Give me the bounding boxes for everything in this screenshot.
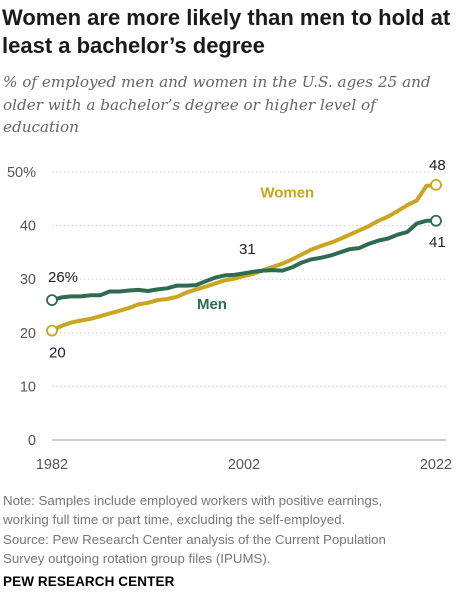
series-label-men: Men [197,296,227,313]
data-labels: Women Men 26% 20 31 48 41 [48,157,446,362]
x-tick-label: 1982 [36,457,68,473]
y-tick-label: 0 [28,433,36,449]
y-tick-label: 20 [20,326,36,342]
brand-logo-text: PEW RESEARCH CENTER [3,574,175,589]
data-label: 31 [239,241,256,258]
endpoint-marker [46,294,58,307]
series-lines [46,178,442,337]
endpoint-marker [46,324,58,337]
x-tick-label: 2002 [228,457,260,473]
note-line: working full time or part time, excludin… [3,512,346,528]
series-label-women: Women [260,185,314,202]
data-label: 48 [429,157,446,174]
y-tick-label: 50% [7,165,36,181]
endpoint-marker [430,178,442,191]
gridlines [52,171,446,441]
chart-subtitle: % of employed men and women in the U.S. … [3,73,431,136]
data-label: 26% [48,269,78,286]
source-line: Source: Pew Research Center analysis of … [3,531,386,547]
x-axis-ticks: 1982 2002 2022 [36,457,452,473]
y-tick-label: 30 [20,272,36,288]
line-chart: 0 10 20 30 40 50% 1982 2002 2022 Women Men 26% 20 3… [7,157,452,473]
x-tick-label: 2022 [420,457,452,473]
data-label: 41 [429,234,446,251]
series-line-women [50,182,438,333]
source-line: Survey outgoing rotation group files (IP… [3,550,271,566]
y-tick-label: 40 [20,219,36,235]
data-label: 20 [49,345,66,362]
chart-note: Note: Samples include employed workers w… [3,491,453,568]
chart-title: Women are more likely than men to hold a… [2,5,451,58]
y-axis-ticks: 0 10 20 30 40 50% [7,165,36,449]
endpoint-marker [430,214,442,227]
y-tick-label: 10 [20,379,36,395]
note-line: Note: Samples include employed workers w… [3,493,383,508]
series-line-men [50,218,438,303]
